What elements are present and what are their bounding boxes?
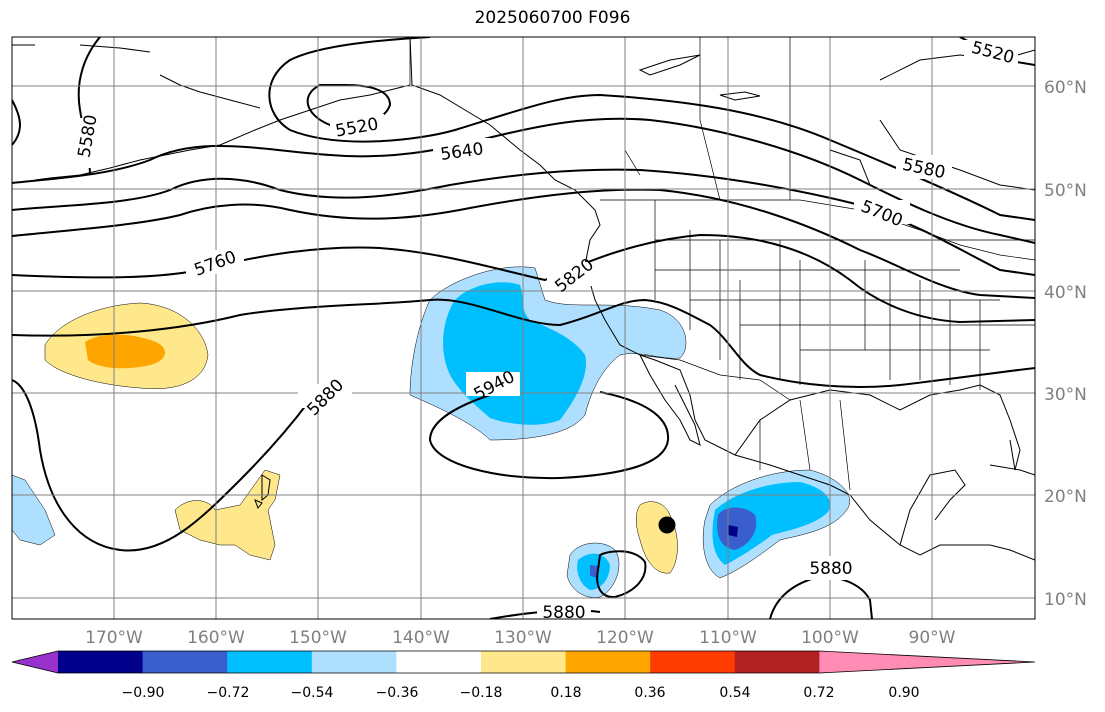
colorbar-segment [311, 651, 397, 673]
colorbar-segment [734, 651, 820, 673]
colorbar-tick-label: −0.90 [122, 685, 165, 701]
lon-label-120w: 120°W [596, 628, 654, 648]
graticule [12, 37, 1035, 619]
map-title: 2025060700 F096 [474, 8, 631, 28]
neg-shade-small-inner [590, 565, 598, 578]
colorbar-tick-label: −0.54 [291, 685, 334, 701]
pos-shade-mod [85, 334, 165, 369]
lon-label-170w: 170°W [85, 628, 143, 648]
longitude-labels: 170°W 160°W 150°W 140°W 130°W 120°W 110°… [85, 628, 956, 648]
contour-5760 [12, 188, 1035, 299]
contour-5520 [306, 84, 392, 128]
colorbar-segment [481, 651, 567, 673]
colorbar-tick-label: −0.36 [376, 685, 419, 701]
colorbar-segment [58, 651, 144, 673]
lon-label-110w: 110°W [699, 628, 757, 648]
colorbar-tick-label: 0.36 [634, 685, 665, 701]
colorbar-tick-label: −0.72 [207, 685, 250, 701]
location-marker [658, 516, 676, 534]
colorbar-tick-label: 0.54 [719, 685, 750, 701]
contour-5520-west [12, 99, 21, 146]
colorbar-segment [396, 651, 482, 673]
contour-5880-south [12, 379, 311, 552]
colorbar [11, 650, 1036, 674]
contour-small-loop [596, 550, 647, 599]
lat-label-30: 30°N [1044, 385, 1087, 405]
lon-label-160w: 160°W [187, 628, 245, 648]
contour-5640 [12, 117, 1035, 244]
contour-5580 [268, 37, 1035, 221]
colorbar-segment [142, 651, 228, 673]
lat-label-40: 40°N [1044, 283, 1087, 303]
colorbar-segment [227, 651, 313, 673]
contour-5880 [12, 298, 1035, 388]
colorbar-tick-label: 0.72 [803, 685, 834, 701]
colorbar-segment [565, 651, 651, 673]
lat-label-10: 10°N [1044, 590, 1087, 610]
lon-label-150w: 150°W [289, 628, 347, 648]
neg-shade-west [12, 474, 56, 546]
map-frame [11, 36, 1036, 620]
anomaly-shading [12, 266, 850, 598]
colorbar-tick-label: −0.18 [460, 685, 503, 701]
colorbar-extend-min [12, 651, 58, 673]
contour-label-5880-se: 5880 [809, 559, 852, 579]
lon-label-90w: 90°W [909, 628, 956, 648]
colorbar-tick-label: 0.90 [888, 685, 919, 701]
latitude-labels: 60°N 50°N 40°N 30°N 20°N 10°N [1044, 78, 1087, 610]
contour-5940 [428, 391, 670, 480]
lat-label-60: 60°N [1044, 78, 1087, 98]
colorbar-extend-max [819, 651, 1035, 673]
colorbar-outline [11, 650, 1036, 674]
lon-label-130w: 130°W [494, 628, 552, 648]
contour-label-5880-bottom: 5880 [542, 603, 585, 623]
lat-label-20: 20°N [1044, 487, 1087, 507]
pos-shade-hawaii [174, 469, 281, 561]
lon-label-140w: 140°W [392, 628, 450, 648]
lon-label-100w: 100°W [801, 628, 859, 648]
colorbar-segment [650, 651, 736, 673]
neg-shade-mexico-peak [728, 525, 738, 537]
lat-label-50: 50°N [1044, 181, 1087, 201]
colorbar-tick-label: 0.18 [550, 685, 581, 701]
colorbar-ticks: −0.90 −0.72 −0.54 −0.36 −0.18 0.18 0.36 … [122, 685, 920, 701]
map-area: 5520 5520 5580 5580 5640 5700 5760 5820 … [12, 37, 1035, 623]
